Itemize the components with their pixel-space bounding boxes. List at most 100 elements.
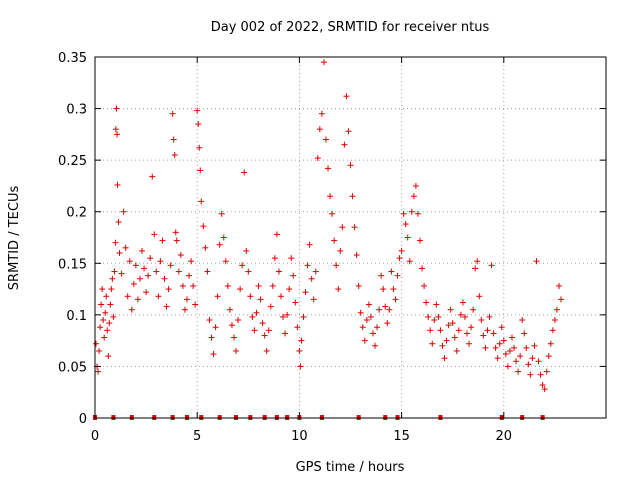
data-point	[243, 247, 250, 254]
y-tick-label: 0.15	[58, 257, 87, 272]
x-tick-labels: 0 5 10 15 20	[91, 429, 512, 444]
data-point	[343, 93, 350, 100]
data-point	[392, 296, 399, 303]
data-point	[149, 173, 156, 180]
data-point	[537, 371, 544, 378]
data-point	[204, 268, 211, 275]
data-point	[197, 167, 204, 174]
data-point	[95, 368, 102, 375]
data-point	[224, 282, 231, 289]
data-point	[157, 258, 164, 265]
data-point	[553, 306, 560, 313]
data-point	[107, 301, 114, 308]
data-point	[245, 268, 252, 275]
data-point	[308, 275, 315, 282]
data-point	[282, 330, 289, 337]
data-point	[445, 322, 452, 329]
data-point	[271, 255, 278, 262]
data-point	[527, 371, 534, 378]
data-point	[263, 347, 270, 354]
data-point	[531, 342, 538, 349]
data-point	[228, 322, 235, 329]
data-point	[139, 247, 146, 254]
data-point	[496, 340, 503, 347]
data-point	[333, 262, 340, 269]
data-point	[235, 317, 242, 324]
data-point	[472, 265, 479, 272]
data-point	[253, 309, 260, 316]
data-point	[484, 327, 491, 334]
data-point	[447, 306, 454, 313]
y-tick-label: 0.2	[66, 206, 87, 221]
data-point	[398, 247, 405, 254]
data-point	[414, 210, 421, 217]
data-point	[464, 330, 471, 337]
data-point	[118, 270, 125, 277]
data-point	[170, 136, 177, 143]
data-point	[134, 296, 141, 303]
x-tick-label: 20	[496, 429, 513, 444]
y-tick-label: 0.1	[66, 309, 87, 324]
data-point	[280, 313, 287, 320]
data-point	[347, 162, 354, 169]
data-point	[165, 286, 172, 293]
data-point	[435, 313, 442, 320]
data-point	[312, 268, 319, 275]
data-point	[384, 320, 391, 327]
data-point	[376, 306, 383, 313]
data-point	[113, 105, 120, 112]
data-point	[386, 306, 393, 313]
data-point	[104, 327, 111, 334]
data-point	[151, 231, 158, 238]
data-point	[318, 110, 325, 117]
data-point	[416, 237, 423, 244]
data-point	[380, 286, 387, 293]
data-point	[443, 337, 450, 344]
data-point	[345, 128, 352, 135]
data-point	[486, 313, 493, 320]
data-point	[500, 337, 507, 344]
data-point	[259, 320, 266, 327]
data-point	[116, 249, 123, 256]
data-point	[388, 268, 395, 275]
data-point	[545, 353, 552, 360]
data-point	[441, 355, 448, 362]
axis-ticks	[94, 56, 606, 419]
data-point	[382, 303, 389, 310]
data-point	[555, 282, 562, 289]
data-point	[115, 219, 122, 226]
data-point	[114, 131, 121, 138]
data-point	[172, 229, 179, 236]
data-point	[408, 208, 415, 215]
data-point	[292, 299, 299, 306]
data-point	[261, 332, 268, 339]
data-point	[466, 340, 473, 347]
chart-title: Day 002 of 2022, SRMTID for receiver ntu…	[211, 20, 490, 35]
x-tick-label: 15	[393, 429, 410, 444]
data-point	[230, 334, 237, 341]
data-point	[155, 293, 162, 300]
data-point	[316, 126, 323, 133]
data-point	[474, 258, 481, 265]
data-point	[306, 241, 313, 248]
data-point	[200, 223, 207, 230]
data-point	[124, 293, 131, 300]
y-tick-labels: 0 0.05 0.1 0.15 0.2 0.25 0.3 0.35	[58, 51, 87, 427]
data-point	[210, 351, 217, 358]
data-point	[169, 110, 176, 117]
data-point	[488, 262, 495, 269]
data-point	[369, 330, 376, 337]
data-point	[109, 275, 116, 282]
data-point	[353, 252, 360, 259]
data-point	[322, 136, 329, 143]
data-point	[543, 368, 550, 375]
data-point	[374, 324, 381, 331]
data-point	[175, 268, 182, 275]
data-point	[105, 353, 112, 360]
data-point	[349, 193, 356, 200]
data-point	[400, 210, 407, 217]
data-point	[525, 361, 532, 368]
data-point	[431, 317, 438, 324]
data-point	[547, 340, 554, 347]
